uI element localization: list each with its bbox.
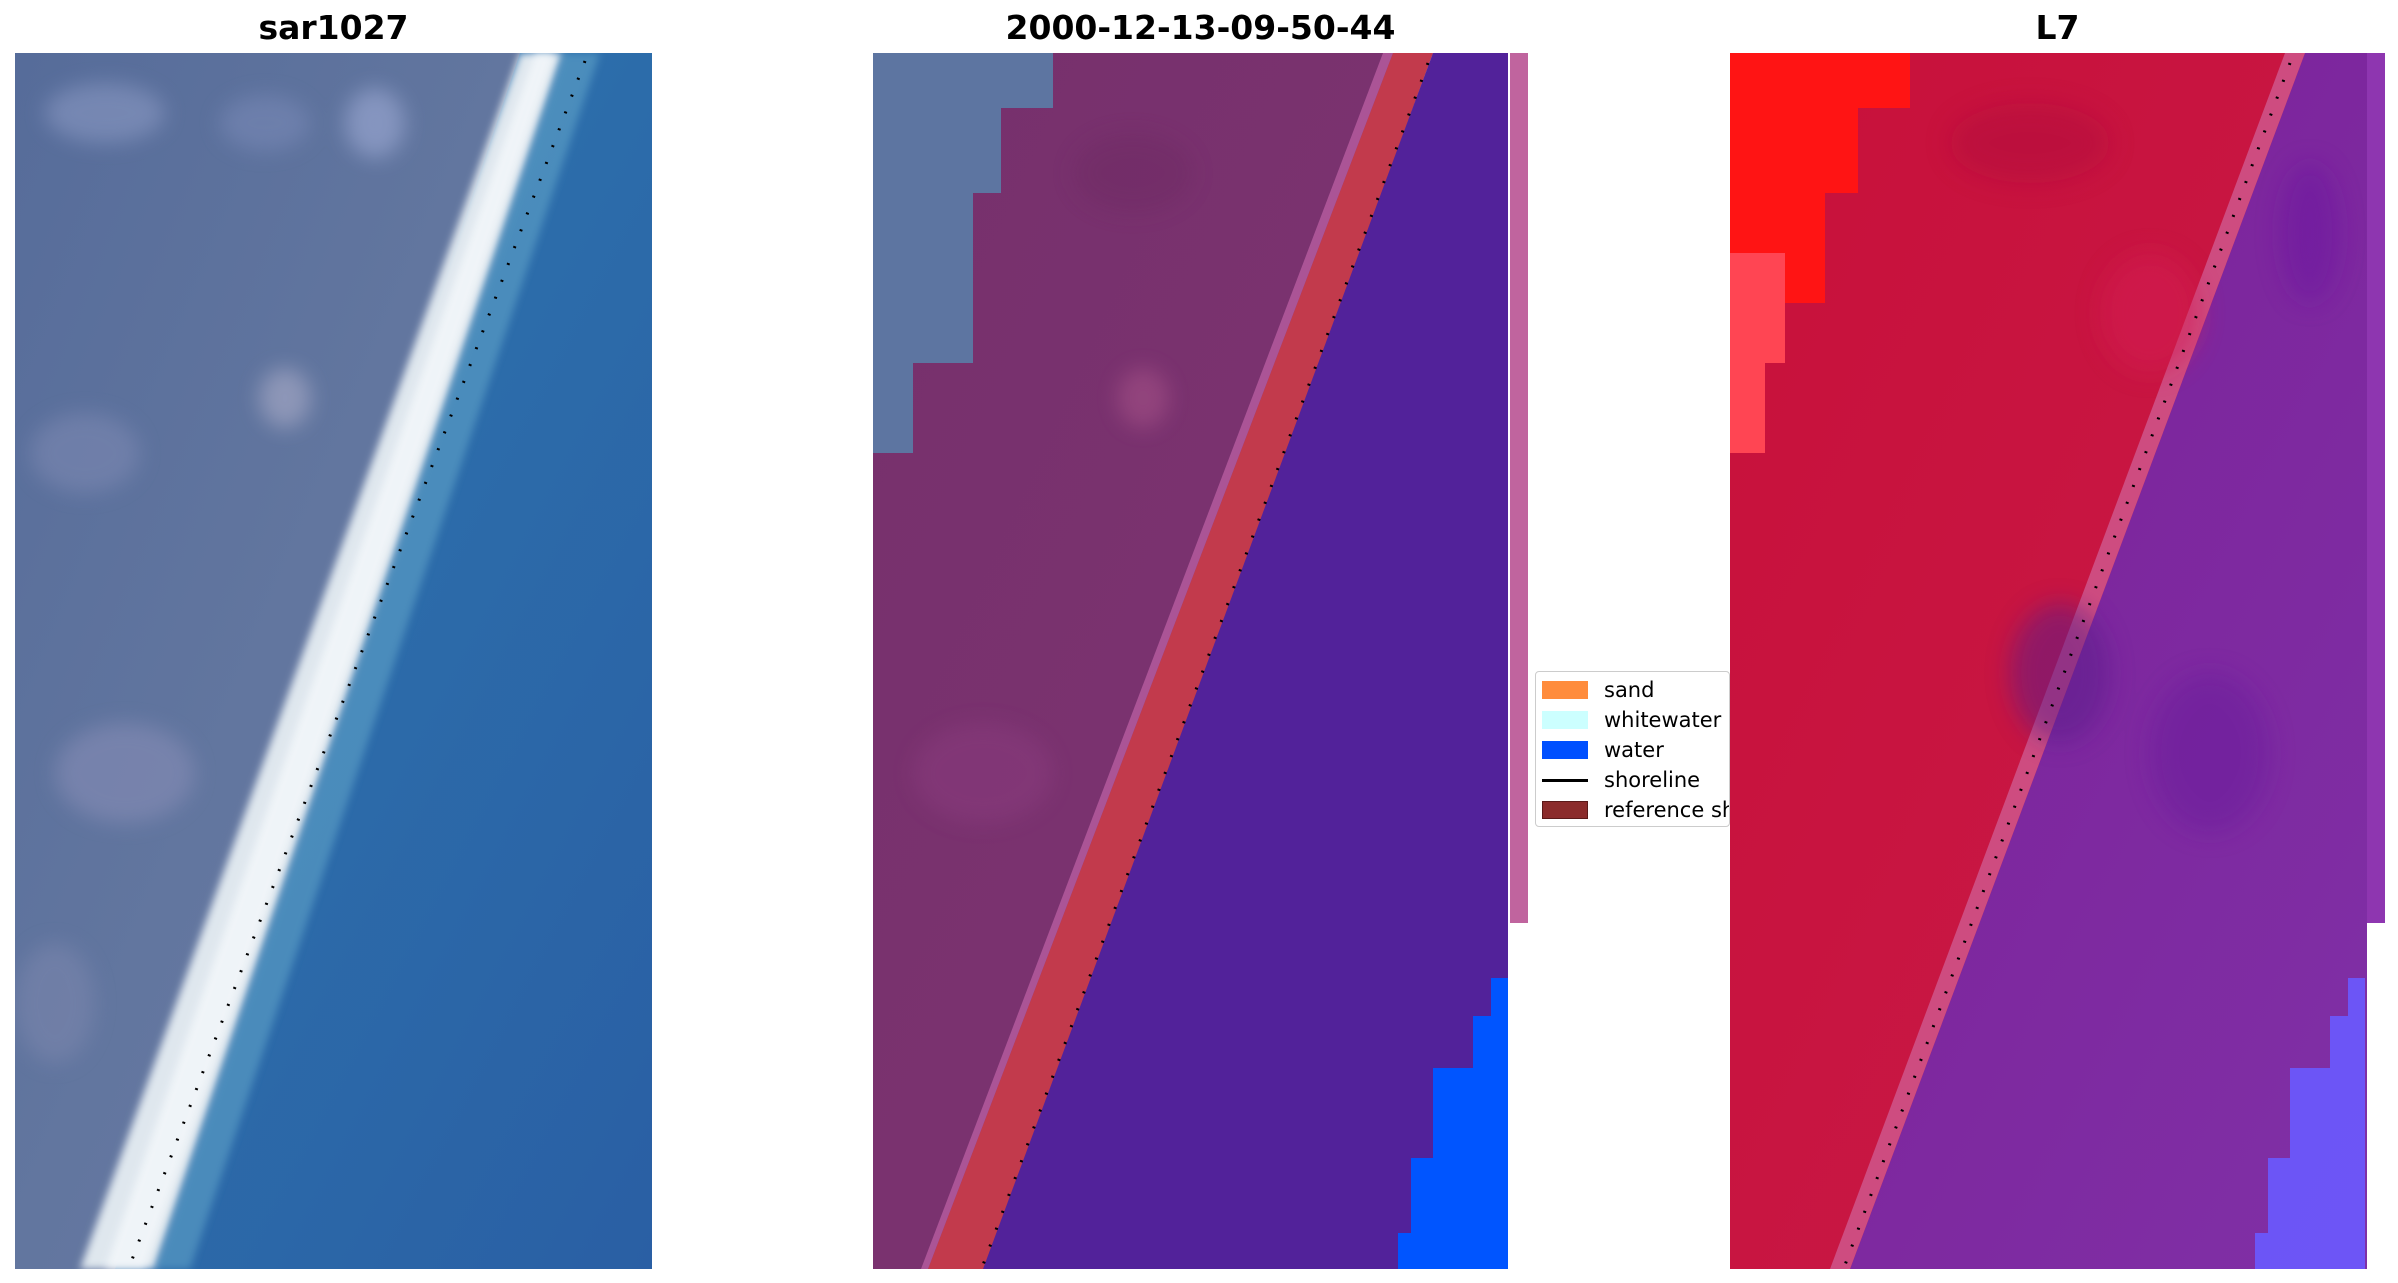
legend-item-sand: sand bbox=[1542, 675, 1654, 705]
panel-title-l7: L7 bbox=[2035, 8, 2080, 47]
legend-label-whitewater: whitewater bbox=[1604, 708, 1722, 732]
legend-label-shoreline: shoreline bbox=[1604, 768, 1701, 792]
l7-bright-water bbox=[2255, 978, 2365, 1269]
legend-item-whitewater: whitewater bbox=[1542, 705, 1721, 735]
sand-swatch bbox=[1542, 681, 1588, 699]
legend-label-sand: sand bbox=[1604, 678, 1655, 702]
legend: sand whitewater water shoreline referenc… bbox=[1535, 671, 1730, 827]
rgb-image-panel bbox=[15, 53, 652, 1269]
legend-item-shoreline: shoreline bbox=[1542, 765, 1700, 795]
panel-title-sar1027: sar1027 bbox=[258, 8, 409, 47]
classified-unclassified-corner bbox=[873, 53, 1053, 453]
classified-water bbox=[983, 53, 1508, 1269]
classified-water-bright bbox=[1398, 978, 1508, 1269]
water-swatch bbox=[1542, 741, 1588, 759]
l7-image-panel bbox=[1730, 53, 2385, 1269]
classified-sand-band bbox=[928, 53, 1433, 1269]
reference-shoreline-swatch bbox=[1542, 801, 1588, 819]
legend-item-water: water bbox=[1542, 735, 1664, 765]
shoreline-line-swatch bbox=[1542, 778, 1588, 782]
legend-label-water: water bbox=[1604, 738, 1664, 762]
rgb-land bbox=[15, 53, 520, 1269]
legend-label-reference-shoreline: reference shoreline bbox=[1604, 798, 1729, 822]
whitewater-swatch bbox=[1542, 711, 1588, 729]
panel-title-date: 2000-12-13-09-50-44 bbox=[1005, 8, 1396, 47]
classified-image-panel bbox=[873, 53, 1528, 1269]
legend-item-reference-shoreline: reference shoreline bbox=[1542, 795, 1729, 825]
classified-edge-strip bbox=[1510, 53, 1528, 923]
